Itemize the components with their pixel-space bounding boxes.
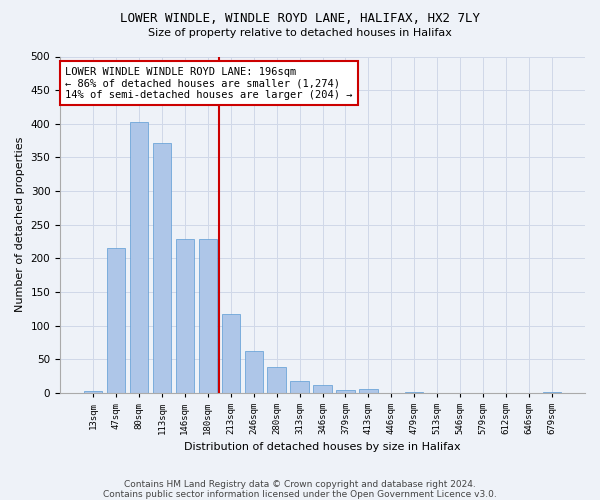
Bar [176, 240, 194, 393]
Bar [107, 248, 125, 393]
Bar [199, 240, 217, 393]
Text: Size of property relative to detached houses in Halifax: Size of property relative to detached ho… [148, 28, 452, 38]
Text: LOWER WINDLE WINDLE ROYD LANE: 196sqm
← 86% of detached houses are smaller (1,27: LOWER WINDLE WINDLE ROYD LANE: 196sqm ← … [65, 66, 353, 100]
Bar [130, 122, 148, 393]
Bar [359, 389, 377, 393]
X-axis label: Distribution of detached houses by size in Halifax: Distribution of detached houses by size … [184, 442, 461, 452]
Text: Contains HM Land Registry data © Crown copyright and database right 2024.: Contains HM Land Registry data © Crown c… [124, 480, 476, 489]
Y-axis label: Number of detached properties: Number of detached properties [15, 137, 25, 312]
Bar [221, 314, 240, 393]
Bar [336, 390, 355, 393]
Bar [268, 368, 286, 393]
Bar [245, 350, 263, 393]
Text: LOWER WINDLE, WINDLE ROYD LANE, HALIFAX, HX2 7LY: LOWER WINDLE, WINDLE ROYD LANE, HALIFAX,… [120, 12, 480, 26]
Bar [153, 142, 171, 393]
Bar [313, 385, 332, 393]
Bar [290, 381, 309, 393]
Bar [405, 392, 424, 393]
Bar [543, 392, 561, 393]
Text: Contains public sector information licensed under the Open Government Licence v3: Contains public sector information licen… [103, 490, 497, 499]
Bar [84, 391, 102, 393]
